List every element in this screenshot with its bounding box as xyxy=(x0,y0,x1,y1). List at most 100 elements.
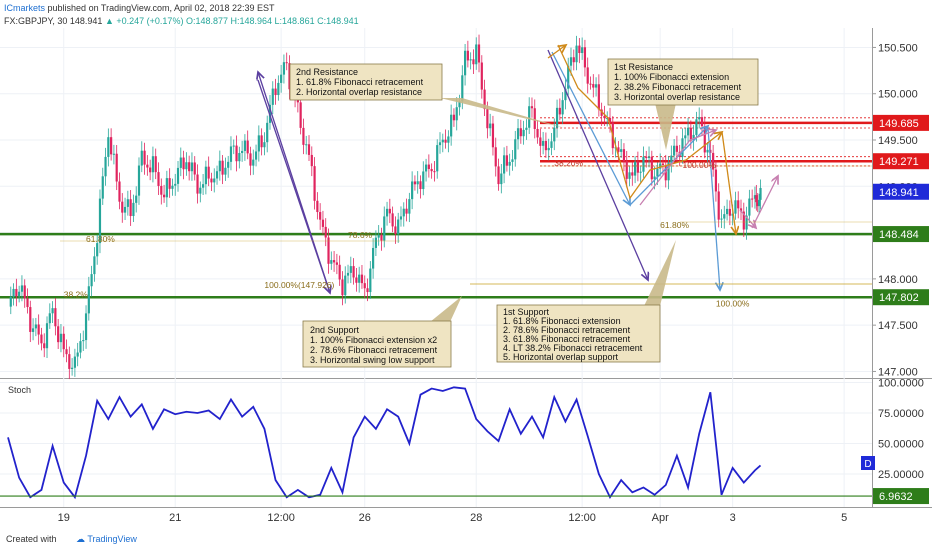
fib-label: 78.6% xyxy=(348,230,373,240)
purple-arrow-c xyxy=(547,49,648,280)
publish-line: ICmarkets published on TradingView.com, … xyxy=(4,3,275,13)
stoch-label[interactable]: Stoch xyxy=(8,385,31,395)
x-tick-label: 19 xyxy=(58,512,70,524)
candle-body xyxy=(84,313,88,341)
stoch-line xyxy=(7,386,762,500)
price-candles xyxy=(9,34,762,380)
x-tick-label: Apr xyxy=(652,512,669,524)
candle-body xyxy=(516,128,520,140)
publisher-name[interactable]: ICmarkets xyxy=(4,3,46,13)
x-tick-label: 12:00 xyxy=(568,512,596,524)
candle-body xyxy=(700,117,704,127)
candle-body xyxy=(569,57,573,66)
candle-body xyxy=(594,84,598,88)
candle-body xyxy=(344,275,347,296)
candle-body xyxy=(307,144,311,155)
candle-body xyxy=(143,150,146,165)
candle-body xyxy=(277,82,280,96)
2nd-resistance-line: 2. Horizontal overlap resistance xyxy=(296,87,422,97)
candle-body xyxy=(617,147,620,152)
candle-body xyxy=(622,149,626,162)
fib-labels: 61.80% 38.2% 78.6% 100.00%(147.926) 38.20% 61… xyxy=(64,158,750,309)
purple-arrow-b xyxy=(257,79,330,293)
candle-body xyxy=(397,219,400,234)
candle-body xyxy=(65,349,68,355)
callout-pointer xyxy=(644,240,676,306)
candle-body xyxy=(358,274,361,283)
candle-body xyxy=(413,181,417,185)
candle-body xyxy=(405,208,408,214)
candle-body xyxy=(132,202,135,217)
candle-body xyxy=(753,195,757,199)
candle-body xyxy=(547,147,550,151)
candle-body xyxy=(271,88,274,105)
candle-body xyxy=(68,354,71,369)
candle-body xyxy=(45,323,49,349)
candle-body xyxy=(319,212,322,220)
candle-body xyxy=(558,107,561,115)
candle-body xyxy=(110,137,113,155)
y-tick-label: 149.500 xyxy=(878,135,918,147)
tradingview-link[interactable]: ☁ TradingView xyxy=(76,534,137,545)
candle-body xyxy=(313,166,316,201)
candle-body xyxy=(193,162,196,175)
candle-body xyxy=(408,199,411,214)
stoch-tick-label: 25.00000 xyxy=(878,469,924,481)
candle-body xyxy=(162,194,166,198)
price-label: 148.941 xyxy=(879,187,919,199)
triangle-up-icon: ▲ xyxy=(104,16,114,26)
candle-body xyxy=(243,140,247,151)
stoch-axis-ticks: 100.0000 75.00000 50.00000 25.00000 xyxy=(878,377,924,481)
stoch-tick-label: 100.0000 xyxy=(878,377,924,389)
candle-body xyxy=(154,156,157,173)
candle-body xyxy=(349,266,352,273)
candle-body xyxy=(126,199,129,207)
candle-body xyxy=(316,200,319,213)
candle-body xyxy=(96,243,99,257)
candle-body xyxy=(411,181,414,200)
candle-body xyxy=(567,65,570,89)
candle-body xyxy=(383,216,386,241)
symbol-label[interactable]: FX:GBPJPY, 30 xyxy=(4,16,68,26)
price-label: 149.271 xyxy=(879,156,919,168)
candle-body xyxy=(51,308,54,314)
candle-body xyxy=(742,211,745,230)
candle-body xyxy=(140,150,143,166)
candle-body xyxy=(374,237,377,248)
candle-body xyxy=(232,145,235,147)
candle-body xyxy=(463,50,467,76)
candle-body xyxy=(87,286,90,314)
fib-label: 61.80% xyxy=(660,220,689,230)
candle-body xyxy=(444,139,447,143)
candle-body xyxy=(430,169,433,172)
1st-support-line: 5. Horizontal overlap support xyxy=(503,352,619,362)
candle-body xyxy=(57,326,60,343)
candle-body xyxy=(424,164,428,172)
candle-body xyxy=(327,237,330,264)
published-text: published on TradingView.com, April 02, … xyxy=(47,3,275,13)
1st-resistance-line: 1st Resistance xyxy=(614,62,673,72)
candle-body xyxy=(372,247,375,269)
candle-body xyxy=(179,157,182,168)
candle-body xyxy=(751,198,754,200)
candle-body xyxy=(550,141,553,148)
candle-body xyxy=(553,127,556,142)
stoch-badge[interactable] xyxy=(861,456,875,470)
stoch-tick-label: 75.00000 xyxy=(878,408,924,420)
chart-footer: Created with ☁ TradingView xyxy=(0,528,932,550)
candle-body xyxy=(310,154,313,167)
tradingview-label: TradingView xyxy=(87,534,137,544)
candle-body xyxy=(639,171,642,173)
chart-svg[interactable]: 61.80% 38.2% 78.6% 100.00%(147.926) 38.20% 61… xyxy=(0,0,932,528)
candle-body xyxy=(229,146,233,162)
candle-body xyxy=(394,226,397,234)
candle-body xyxy=(201,184,205,188)
pink-arrow-a xyxy=(639,130,716,206)
candle-body xyxy=(149,167,152,173)
candle-body xyxy=(363,283,366,289)
candle-body xyxy=(725,208,729,215)
candle-body xyxy=(452,114,456,121)
candle-body xyxy=(745,215,748,230)
candle-body xyxy=(196,174,199,194)
1st-resistance-line: 1. 100% Fibonacci extension xyxy=(614,72,729,82)
